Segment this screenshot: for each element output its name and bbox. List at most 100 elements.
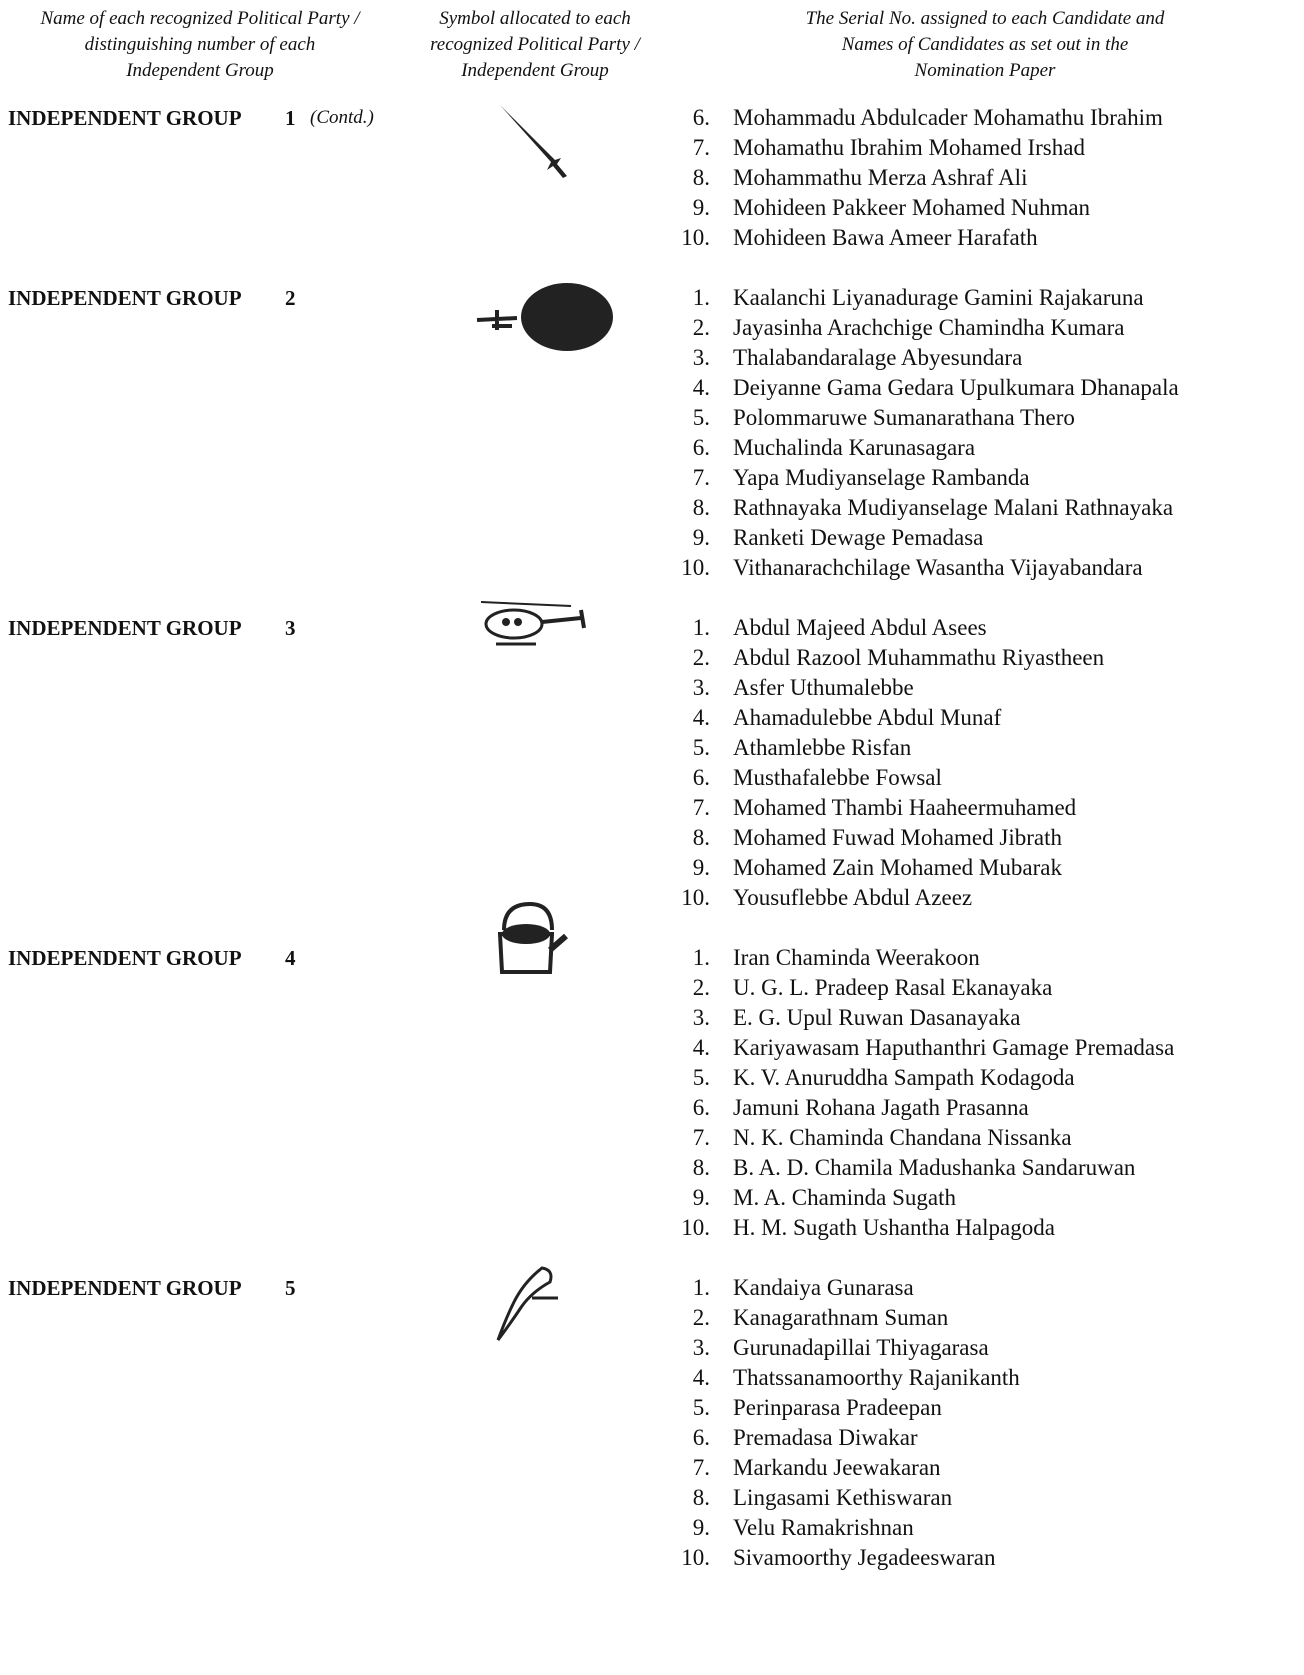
candidate-name: Yousuflebbe Abdul Azeez	[733, 885, 973, 910]
symbol-ball	[476, 283, 613, 351]
candidate-serial: 7.	[692, 795, 710, 820]
candidate-serial: 10.	[681, 1545, 710, 1570]
candidate-name: Mohideen Bawa Ameer Harafath	[733, 225, 1038, 250]
header-line: Symbol allocated to each	[439, 8, 631, 29]
group-label: INDEPENDENT GROUP	[8, 106, 242, 130]
candidate-name: Mohamed Zain Mohamed Mubarak	[733, 855, 1062, 880]
header-col1: Name of each recognized Political Party …	[0, 6, 400, 84]
group-number: 2	[285, 286, 296, 310]
candidate-serial: 1.	[692, 615, 710, 640]
candidate-serial: 5.	[692, 1395, 710, 1420]
candidate-name: Ranketi Dewage Pemadasa	[733, 525, 984, 550]
candidate-serial: 9.	[692, 1185, 710, 1210]
candidate-name: Polommaruwe Sumanarathana Thero	[733, 405, 1075, 430]
header-line: recognized Political Party /	[430, 34, 640, 55]
group-label: INDEPENDENT GROUP	[8, 286, 242, 310]
candidate-serial: 1.	[692, 1275, 710, 1300]
candidate-serial: 4.	[692, 1365, 710, 1390]
candidate-name: Musthafalebbe Fowsal	[733, 765, 942, 790]
candidate-serial: 6.	[692, 1095, 710, 1120]
candidate-name: Kanagarathnam Suman	[733, 1305, 949, 1330]
candidate-serial: 1.	[692, 945, 710, 970]
candidate-name: N. K. Chaminda Chandana Nissanka	[733, 1125, 1072, 1150]
candidate-serial: 6.	[692, 105, 710, 130]
candidate-name: Ahamadulebbe Abdul Munaf	[733, 705, 1002, 730]
candidate-name: Deiyanne Gama Gedara Upulkumara Dhanapal…	[733, 375, 1179, 400]
candidate-name: Abdul Majeed Abdul Asees	[733, 615, 987, 640]
candidate-name: Thalabandaralage Abyesundara	[733, 345, 1023, 370]
candidate-name: Iran Chaminda Weerakoon	[733, 945, 980, 970]
candidate-name: Jayasinha Arachchige Chamindha Kumara	[733, 315, 1125, 340]
candidate-name: Mohamed Thambi Haaheermuhamed	[733, 795, 1077, 820]
candidate-serial: 8.	[692, 1485, 710, 1510]
candidate-name: Abdul Razool Muhammathu Riyastheen	[733, 645, 1105, 670]
candidate-name: K. V. Anuruddha Sampath Kodagoda	[733, 1065, 1075, 1090]
candidate-serial: 5.	[692, 405, 710, 430]
candidate-serial: 5.	[692, 1065, 710, 1090]
candidate-serial: 3.	[692, 675, 710, 700]
group-number: 3	[285, 616, 296, 640]
candidate-serial: 9.	[692, 1515, 710, 1540]
symbol-kettle	[497, 901, 568, 974]
group-label: INDEPENDENT GROUP	[8, 616, 242, 640]
candidate-serial: 8.	[692, 1155, 710, 1180]
header-line: Nomination Paper	[914, 60, 1056, 81]
candidate-name: E. G. Upul Ruwan Dasanayaka	[733, 1005, 1021, 1030]
candidate-name: Rathnayaka Mudiyanselage Malani Rathnaya…	[733, 495, 1174, 520]
candidate-name: M. A. Chaminda Sugath	[733, 1185, 956, 1210]
candidate-serial: 10.	[681, 1215, 710, 1240]
candidate-serial: 2.	[692, 975, 710, 1000]
candidate-name: Kandaiya Gunarasa	[733, 1275, 914, 1300]
group-number: 1	[285, 106, 296, 130]
candidate-serial: 8.	[692, 825, 710, 850]
header-line: Independent Group	[126, 60, 274, 81]
candidate-name: Mohammadu Abdulcader Mohamathu Ibrahim	[733, 105, 1163, 130]
candidate-name: Yapa Mudiyanselage Rambanda	[733, 465, 1030, 490]
group-label: INDEPENDENT GROUP	[8, 946, 242, 970]
candidate-name: Jamuni Rohana Jagath Prasanna	[733, 1095, 1029, 1120]
candidate-name: Gurunadapillai Thiyagarasa	[733, 1335, 989, 1360]
group-number: 4	[285, 946, 296, 970]
candidate-serial: 3.	[692, 1335, 710, 1360]
header-col2: Symbol allocated to each recognized Polit…	[405, 6, 665, 84]
candidate-serial: 8.	[692, 165, 710, 190]
header-col3: The Serial No. assigned to each Candidat…	[760, 6, 1210, 84]
group-note: (Contd.)	[310, 107, 374, 128]
candidate-serial: 9.	[692, 525, 710, 550]
candidate-name: U. G. L. Pradeep Rasal Ekanayaka	[733, 975, 1053, 1000]
candidate-serial: 8.	[692, 495, 710, 520]
candidate-name: H. M. Sugath Ushantha Halpagoda	[733, 1215, 1055, 1240]
candidate-serial: 1.	[692, 285, 710, 310]
candidate-serial: 10.	[681, 555, 710, 580]
header-line: Name of each recognized Political Party …	[40, 8, 360, 29]
candidate-name: Perinparasa Pradeepan	[733, 1395, 942, 1420]
candidate-name: B. A. D. Chamila Madushanka Sandaruwan	[733, 1155, 1136, 1180]
candidate-serial: 6.	[692, 435, 710, 460]
candidate-serial: 10.	[681, 225, 710, 250]
candidate-serial: 9.	[692, 855, 710, 880]
symbol-helicopter	[480, 601, 586, 646]
candidate-serial: 2.	[692, 1305, 710, 1330]
candidate-name: Mohamed Fuwad Mohamed Jibrath	[733, 825, 1062, 850]
header-line: Independent Group	[461, 60, 609, 81]
candidate-serial: 7.	[692, 1455, 710, 1480]
candidate-serial: 7.	[692, 135, 710, 160]
symbol-parrot	[496, 1266, 558, 1341]
candidate-serial: 4.	[692, 1035, 710, 1060]
candidate-serial: 10.	[681, 885, 710, 910]
candidate-name: Kariyawasam Haputhanthri Gamage Premadas…	[733, 1035, 1175, 1060]
candidate-name: Mohideen Pakkeer Mohamed Nuhman	[733, 195, 1091, 220]
candidate-serial: 7.	[692, 1125, 710, 1150]
candidate-name: Asfer Uthumalebbe	[733, 675, 914, 700]
candidate-name: Muchalinda Karunasagara	[733, 435, 976, 460]
candidate-name: Thatssanamoorthy Rajanikanth	[733, 1365, 1020, 1390]
candidate-name: Mohammathu Merza Ashraf Ali	[733, 165, 1028, 190]
candidate-serial: 9.	[692, 195, 710, 220]
header-line: Names of Candidates as set out in the	[841, 34, 1129, 55]
candidate-serial: 7.	[692, 465, 710, 490]
group-number: 5	[285, 1276, 296, 1300]
candidate-serial: 6.	[692, 1425, 710, 1450]
candidate-name: Vithanarachchilage Wasantha Vijayabandar…	[733, 555, 1143, 580]
candidate-name: Velu Ramakrishnan	[733, 1515, 914, 1540]
